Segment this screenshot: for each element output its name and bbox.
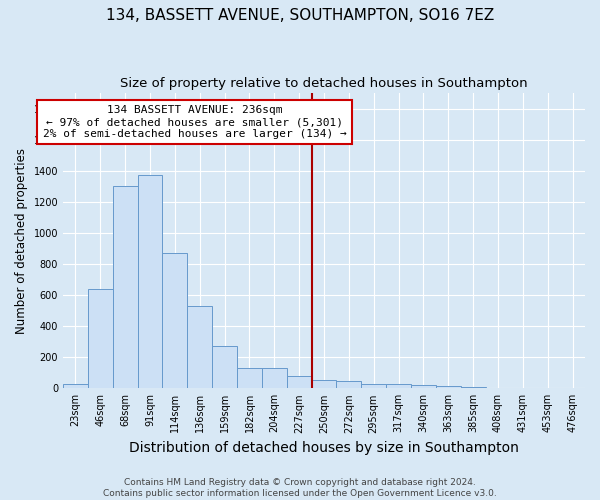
Bar: [137, 176, 163, 388]
Title: Size of property relative to detached houses in Southampton: Size of property relative to detached ho…: [120, 78, 528, 90]
Text: 134 BASSETT AVENUE: 236sqm
← 97% of detached houses are smaller (5,301)
2% of se: 134 BASSETT AVENUE: 236sqm ← 97% of deta…: [43, 106, 347, 138]
Bar: [187, 306, 212, 388]
Bar: [63, 384, 88, 388]
Bar: [436, 386, 461, 388]
Bar: [163, 253, 187, 388]
Bar: [461, 387, 485, 388]
Bar: [237, 368, 262, 388]
X-axis label: Distribution of detached houses by size in Southampton: Distribution of detached houses by size …: [129, 441, 519, 455]
Bar: [411, 385, 436, 388]
Bar: [361, 384, 386, 388]
Bar: [262, 368, 287, 388]
Bar: [287, 376, 311, 388]
Bar: [386, 384, 411, 388]
Bar: [88, 289, 113, 388]
Text: Contains HM Land Registry data © Crown copyright and database right 2024.
Contai: Contains HM Land Registry data © Crown c…: [103, 478, 497, 498]
Y-axis label: Number of detached properties: Number of detached properties: [15, 148, 28, 334]
Bar: [113, 186, 137, 388]
Text: 134, BASSETT AVENUE, SOUTHAMPTON, SO16 7EZ: 134, BASSETT AVENUE, SOUTHAMPTON, SO16 7…: [106, 8, 494, 22]
Bar: [337, 380, 361, 388]
Bar: [212, 346, 237, 389]
Bar: [311, 380, 337, 388]
